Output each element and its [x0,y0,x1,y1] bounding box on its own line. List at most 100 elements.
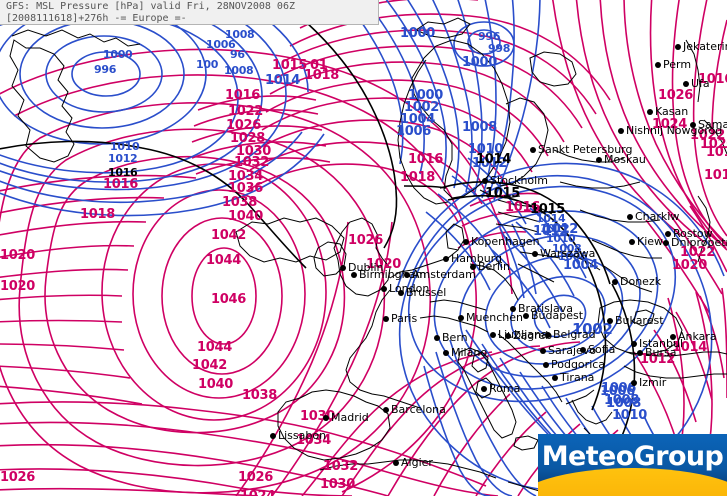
isobar-label: 1014 [672,340,707,355]
city-dot-icon [482,178,488,184]
city-label: Warszawa [540,247,596,260]
isobar-label: 1006 [600,384,635,399]
city-dot-icon [398,290,404,296]
isobar-label: 1008 [606,396,641,411]
isobar-label: 1040 [198,377,233,392]
city-label: Madrid [331,411,369,424]
isobar-label: 1018 [304,68,339,83]
city-dot-icon [629,239,635,245]
isobar-label: 1026 [348,233,383,248]
city-dot-icon [532,251,538,257]
city-dot-icon [404,272,410,278]
isobar-label: 1024 [652,117,687,132]
isobar-label: 996 [478,30,501,43]
isobar-label: 1014 [536,212,566,225]
isobar-label: 1032 [323,459,358,474]
isobar-label: 96 [230,48,245,61]
city-label: London [389,282,430,295]
isobar-label: 1036 [228,181,263,196]
city-label: Dnipropetrowsk [671,236,727,249]
isobar-label: 1044 [206,253,241,268]
isobar-label: 1038 [222,195,257,210]
city-dot-icon [381,286,387,292]
city-label: Birmingham [359,268,427,281]
isobar-label: 1008 [462,120,497,135]
isobar-label: 1026 [0,470,35,485]
city-label: Sankt Petersburg [538,143,633,156]
isobar-label: 1042 [211,228,246,243]
isobar-label: 996 [94,63,117,76]
city-label: Budapest [531,309,584,322]
isobar-label: 1012 [108,152,138,165]
isobar-label: 1012 [543,222,578,237]
city-dot-icon [631,380,637,386]
city-label: Algier [401,456,433,469]
city-dot-icon [323,415,329,421]
logo-text: MeteoGroup [541,441,724,472]
city-dot-icon [481,386,487,392]
isobar-label: 1012 [472,156,507,171]
isobar-label: 1000 [408,88,443,103]
city-dot-icon [627,214,633,220]
city-dot-icon [663,240,669,246]
isobar-label: 1022 [690,128,725,143]
city-label: Berlin [478,260,510,273]
isobar-label: 1010 [546,232,576,245]
mid-isobar-1015 [0,21,636,437]
isobar-label: 1015 [530,202,565,217]
city-label: Amsterdam [412,268,476,281]
isobar-label: 1008 [225,28,255,41]
city-dot-icon [683,81,689,87]
isobar-label: 1008 [604,393,639,408]
city-dot-icon [545,332,551,338]
isobar-label: 1012 [540,222,570,235]
isobar-label: 100 [196,58,219,71]
isobar-label: 1026 [226,118,261,133]
isobar-label: 1026 [658,88,693,103]
city-dot-icon [665,231,671,237]
city-dot-icon [340,265,346,271]
isobar-label: 1018 [80,207,115,222]
city-label: Bursa [645,346,677,359]
isobar-label: 1020 [700,137,727,152]
chart-title-box: GFS: MSL Pressure [hPa] valid Fri, 28NOV… [0,0,379,25]
city-label: Donezk [620,275,662,288]
coastlines-and-borders [9,17,727,495]
city-label: Muenchen [466,311,523,324]
city-label: Bukarest [615,314,664,327]
city-dot-icon [383,316,389,322]
isobar-label: 1044 [197,340,232,355]
city-label: Ufa [691,77,710,90]
isobar-label: 1000 [400,26,435,41]
city-dot-icon [463,239,469,245]
isobar-label: 1010 [468,142,503,157]
isobar-label: 1012 [640,352,675,367]
isobar-label: 1016 [505,200,540,215]
city-label: Kasan [655,105,689,118]
city-label: Kiew [637,235,664,248]
isobar-label: 1008 [224,64,254,77]
isobar-label: 1016 [225,88,260,103]
isobar-label: 1002 [404,100,439,115]
isobar-label: 1014 [265,73,300,88]
city-dot-icon [458,315,464,321]
isobar-label: 1022 [680,245,715,260]
isobar-label: 1040 [228,209,263,224]
meteogroup-logo[interactable]: MeteoGroup [538,434,727,496]
isobar-label: 1010 [110,140,140,153]
city-label: Hamburg [451,252,502,265]
city-dot-icon [523,313,529,319]
isobar-label: 1038 [242,388,277,403]
isobar-label: 1012 [533,224,568,239]
city-label: Kopenhagen [471,235,540,248]
isobar-label: 1016 [408,152,443,167]
city-dot-icon [540,348,546,354]
isobar-label: 1030 [236,144,271,159]
city-dot-icon [543,362,549,368]
city-dot-icon [580,347,586,353]
city-label: Podgorica [551,358,606,371]
isobar-label: 1016 [108,166,138,179]
isobar-label: 1030 [300,409,335,424]
